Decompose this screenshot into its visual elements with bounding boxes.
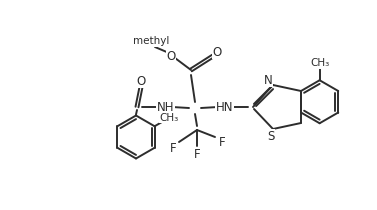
Text: HN: HN <box>216 101 233 113</box>
Text: N: N <box>264 74 272 87</box>
Text: F: F <box>219 135 225 148</box>
Text: O: O <box>136 75 146 88</box>
Text: F: F <box>194 147 200 160</box>
Text: S: S <box>267 130 275 143</box>
Text: NH: NH <box>157 101 174 113</box>
Text: CH₃: CH₃ <box>310 58 329 68</box>
Text: O: O <box>166 50 176 63</box>
Text: F: F <box>170 142 176 155</box>
Text: CH₃: CH₃ <box>160 113 179 123</box>
Text: O: O <box>212 46 222 59</box>
Text: methyl: methyl <box>133 36 169 46</box>
